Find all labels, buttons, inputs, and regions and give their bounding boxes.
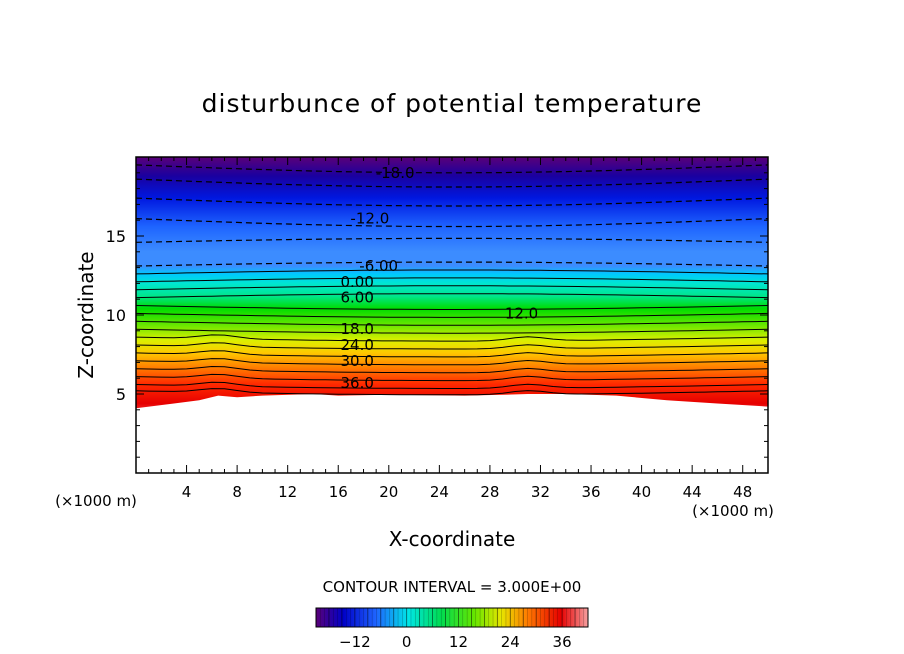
contour-line	[136, 312, 768, 318]
colorbar-tick-labels: −12 0 12 24 36	[339, 633, 572, 651]
contour-label: -18.0	[376, 164, 415, 182]
colorbar	[315, 607, 589, 628]
x-tick-label: 48	[733, 483, 752, 501]
contour-line	[136, 237, 768, 243]
x-tick-label: 40	[632, 483, 651, 501]
contour-labels: -18.0 -12.0 -6.000.006.00 12.0 18.024.030.0 3…	[340, 164, 538, 392]
y-tick-label: 15	[106, 227, 126, 246]
x-tick-label: 36	[581, 483, 600, 501]
y-unit-label: (×1000 m)	[55, 492, 137, 510]
contour-line	[136, 178, 768, 188]
contour-line	[136, 164, 768, 174]
contour-line	[136, 365, 768, 374]
contour-line	[136, 373, 768, 382]
contour-line	[136, 320, 768, 326]
contour-line	[136, 342, 768, 350]
contour-line	[136, 350, 768, 358]
x-tick-label: 24	[430, 483, 449, 501]
contour-line	[136, 277, 768, 283]
contour-line	[136, 328, 768, 334]
contour-label: 30.0	[340, 352, 373, 370]
contour-line	[136, 305, 768, 310]
contour-label: 12.0	[505, 304, 538, 322]
contour-line	[136, 261, 768, 267]
colorbar-tick-label: 0	[402, 633, 412, 651]
y-axis-label: Z-coordinate	[74, 251, 98, 378]
contour-label: 18.0	[340, 320, 373, 338]
y-tick-label: 5	[116, 385, 126, 404]
x-tick-label: 28	[480, 483, 499, 501]
contour-label: 36.0	[340, 374, 373, 392]
contour-line	[136, 285, 768, 291]
x-tick-label: 44	[683, 483, 702, 501]
contour-label: 24.0	[340, 336, 373, 354]
y-tick-label: 10	[106, 306, 126, 325]
chart-title: disturbunce of potential temperature	[202, 89, 703, 118]
contour-line	[136, 358, 768, 366]
contour-line	[136, 388, 768, 396]
x-unit-label: (×1000 m)	[692, 502, 774, 520]
axis-ticks	[136, 157, 768, 473]
colorbar-tick-label: 36	[553, 633, 572, 651]
contour-line	[136, 293, 768, 299]
terrain	[136, 394, 768, 473]
contour-line	[136, 381, 768, 389]
contour-label: 0.00	[340, 273, 373, 291]
contour-line	[136, 334, 768, 342]
contour-line	[136, 218, 768, 228]
contour-lines	[136, 164, 768, 396]
colorbar-tick-label: 12	[449, 633, 468, 651]
colorbar-tick-label: 24	[501, 633, 520, 651]
x-tick-label: 16	[329, 483, 348, 501]
x-tick-label: 12	[278, 483, 297, 501]
x-tick-label: 32	[531, 483, 550, 501]
colorbar-tick-label: −12	[339, 633, 371, 651]
colorbar-lines	[315, 608, 589, 627]
contour-line	[136, 197, 768, 207]
x-axis-label: X-coordinate	[389, 527, 516, 551]
contour-line	[136, 269, 768, 275]
contour-interval-text: CONTOUR INTERVAL = 3.000E+00	[323, 578, 582, 596]
x-tick-label: 20	[379, 483, 398, 501]
contour-label: -6.00	[359, 257, 398, 275]
x-tick-label: 8	[232, 483, 242, 501]
contour-label: 6.00	[340, 289, 373, 307]
contour-label: -12.0	[350, 210, 389, 228]
x-tick-label: 4	[182, 483, 192, 501]
